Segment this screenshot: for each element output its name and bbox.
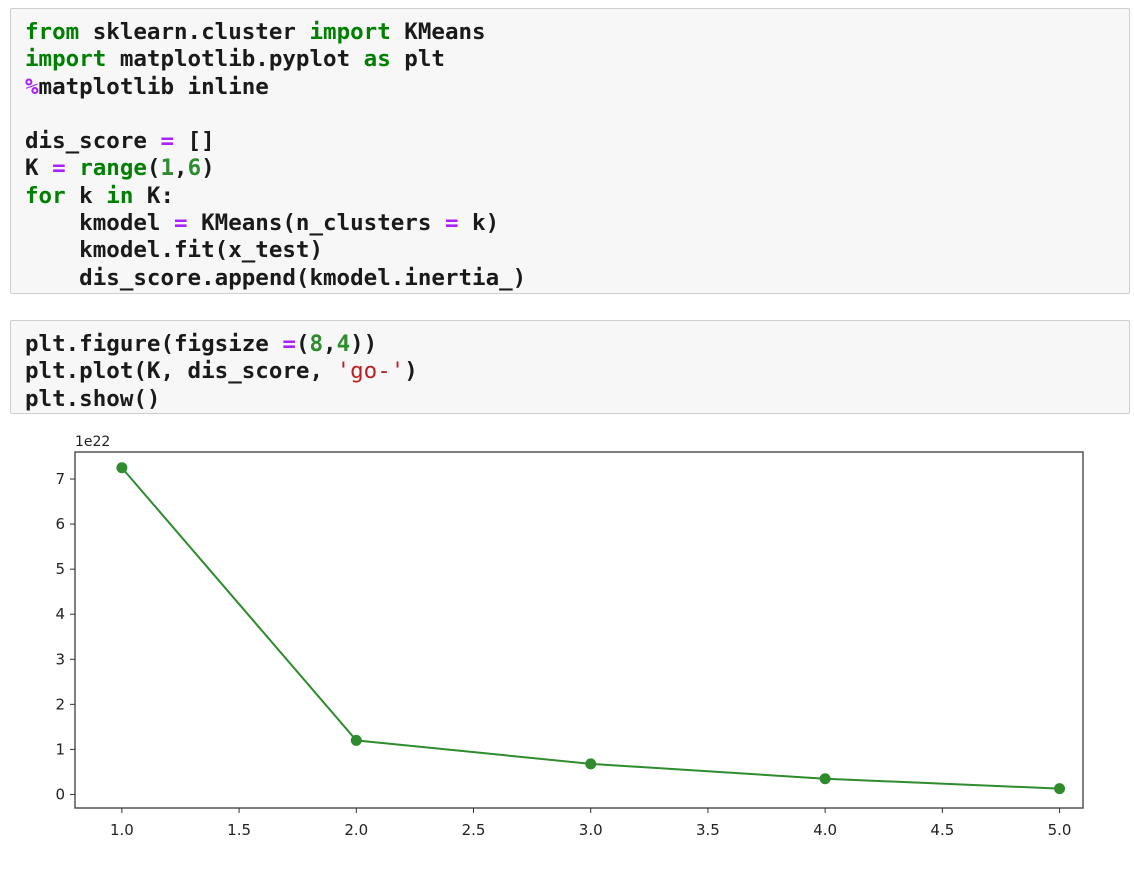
code-token: k) — [458, 210, 500, 237]
code-token: 1 — [160, 155, 175, 182]
code-token: ( — [295, 331, 310, 357]
code-token: 4 — [336, 331, 351, 357]
x-tick-label: 4.5 — [930, 821, 954, 839]
plot-frame — [74, 451, 1084, 809]
code-line: import matplotlib.pyplot as plt — [25, 46, 1115, 73]
code-token: ) — [404, 358, 418, 385]
code-line: plt.plot(K, dis_score, 'go-') — [25, 358, 1115, 385]
code-token: import — [25, 46, 107, 73]
code-token: matplotlib.pyplot — [106, 46, 364, 73]
code-token: plt — [390, 46, 445, 73]
code-line: from sklearn.cluster import KMeans — [25, 19, 1115, 46]
code-cell-1[interactable]: from sklearn.cluster import KMeans import… — [10, 8, 1130, 294]
code-token: ) — [201, 155, 215, 182]
code-token: plt.show() — [25, 385, 161, 412]
y-tick-label: 2 — [55, 695, 65, 713]
y-tick-label: 5 — [55, 560, 65, 578]
code-token: in — [106, 182, 134, 209]
code-token: 8 — [309, 331, 324, 357]
code-token: [] — [174, 128, 215, 155]
code-token: ( — [146, 155, 161, 182]
code-token: = — [444, 210, 459, 237]
code-token: kmodel — [25, 210, 175, 237]
code-token: plt.figure(figsize — [25, 331, 283, 357]
y-tick-label: 1 — [55, 740, 65, 758]
x-tick-label: 1.0 — [110, 821, 134, 839]
code-cell-2[interactable]: plt.figure(figsize =(8,4)) plt.plot(K, di… — [10, 320, 1130, 414]
code-token: k — [65, 182, 107, 209]
data-point — [585, 758, 597, 770]
code-line: kmodel.fit(x_test) — [25, 237, 1115, 264]
y-tick-label: 0 — [55, 785, 65, 803]
y-offset-label: 1e22 — [75, 434, 110, 450]
code-token: sklearn.cluster — [79, 19, 310, 45]
code-line — [25, 101, 1115, 128]
code-token: range — [79, 155, 147, 182]
code-token: plt.plot(K, dis_score, — [25, 358, 337, 385]
code-token: , — [323, 331, 337, 357]
x-tick-label: 3.0 — [579, 821, 603, 839]
y-tick-label: 4 — [55, 605, 65, 623]
data-point — [116, 462, 128, 474]
code-line: plt.figure(figsize =(8,4)) — [25, 331, 1115, 358]
code-line: K = range(1,6) — [25, 155, 1115, 182]
code-token: = — [160, 128, 175, 155]
y-tick-label: 6 — [55, 515, 65, 533]
code-token: kmodel.fit(x_test) — [25, 237, 324, 264]
y-tick-label: 3 — [55, 650, 65, 668]
code-line: for k in K: — [25, 183, 1115, 210]
code-token: dis_score — [25, 128, 161, 155]
code-token: matplotlib inline — [38, 73, 269, 100]
code-token: import — [309, 19, 391, 45]
data-point — [1054, 783, 1066, 795]
x-tick-label: 1.5 — [227, 821, 251, 839]
code-token: = — [282, 331, 296, 357]
code-line: dis_score = [] — [25, 128, 1115, 155]
code-token: KMeans — [390, 19, 486, 45]
code-token: % — [25, 73, 39, 100]
data-point — [350, 734, 362, 746]
code-token: 'go-' — [336, 358, 405, 385]
code-token: K — [25, 155, 53, 182]
code-line: %matplotlib inline — [25, 74, 1115, 101]
code-token: )) — [350, 331, 378, 357]
code-token: for — [25, 182, 66, 209]
code-token: = — [174, 210, 188, 237]
code-token: = — [52, 155, 66, 182]
x-tick-label: 5.0 — [1048, 821, 1072, 839]
code-token: KMeans(n_clusters — [187, 210, 445, 237]
code-token — [66, 155, 80, 181]
y-tick-label: 7 — [55, 470, 65, 488]
code-token: from — [25, 19, 80, 45]
code-token: K: — [133, 182, 175, 209]
code-token: , — [174, 155, 188, 182]
x-tick-label: 3.5 — [696, 821, 720, 839]
x-tick-label: 4.0 — [813, 821, 837, 839]
code-line: dis_score.append(kmodel.inertia_) — [25, 265, 1115, 292]
output-line-chart: 0 1 2 3 4 5 6 7 1.0 1.5 2.0 2.5 3.0 3.5 4.0 4.5 5.0 1e22 — [55, 434, 1084, 839]
code-token: 6 — [187, 155, 202, 182]
code-line: kmodel = KMeans(n_clusters = k) — [25, 210, 1115, 237]
code-line: plt.show() — [25, 386, 1115, 413]
x-tick-label: 2.5 — [462, 821, 486, 839]
data-point — [819, 773, 831, 785]
code-token: as — [363, 46, 391, 73]
code-token: dis_score.append(kmodel.inertia_) — [25, 264, 527, 291]
x-tick-label: 2.0 — [344, 821, 368, 839]
